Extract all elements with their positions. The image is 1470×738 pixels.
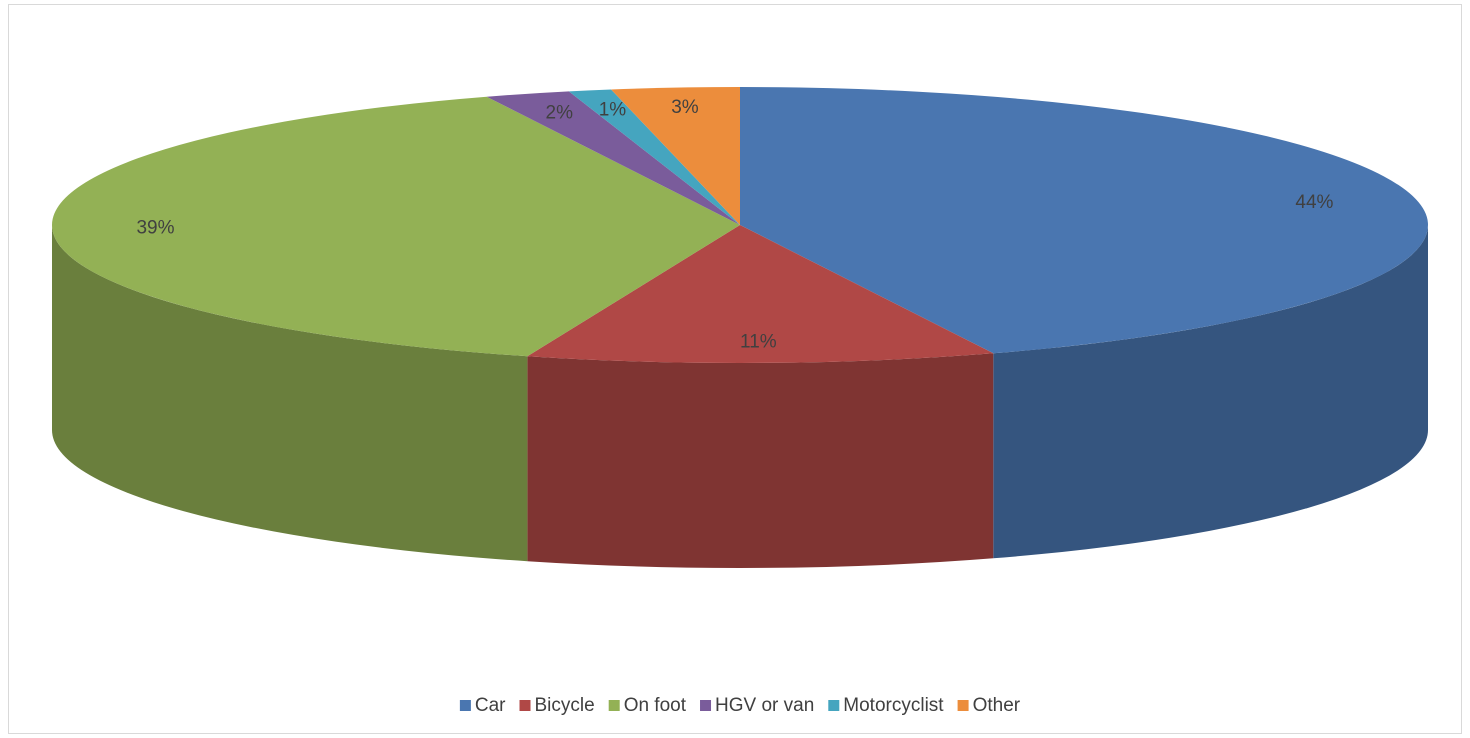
slice-side: [52, 225, 528, 562]
data-label: 39%: [136, 218, 174, 239]
legend-label: Motorcyclist: [843, 695, 944, 716]
slice: [740, 87, 1428, 354]
legend-swatch: [828, 700, 840, 711]
slice: [611, 87, 740, 225]
legend-swatch: [700, 700, 712, 711]
legend-swatch: [519, 700, 531, 711]
legend-label: Other: [973, 695, 1021, 716]
legend-label: Bicycle: [535, 695, 595, 716]
slice: [52, 96, 740, 357]
data-label: 2%: [546, 102, 574, 123]
data-label: 44%: [1295, 192, 1333, 213]
slice-side: [993, 225, 1428, 559]
data-label: 3%: [671, 97, 699, 118]
slice-side: [527, 353, 994, 568]
slice: [486, 91, 740, 225]
legend-swatch: [608, 700, 620, 711]
legend-swatch: [957, 700, 969, 711]
legend-label: HGV or van: [715, 695, 814, 716]
legend-swatch: [459, 700, 471, 711]
slice: [568, 89, 740, 225]
legend-label: Car: [475, 695, 506, 716]
data-label: 11%: [740, 331, 777, 352]
data-label: 1%: [599, 100, 627, 121]
slice: [527, 225, 994, 364]
legend-label: On foot: [624, 695, 687, 716]
